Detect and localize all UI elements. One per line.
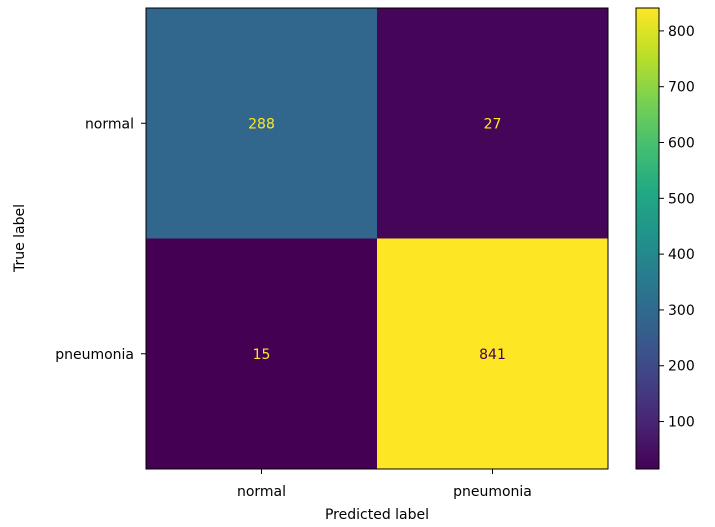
y-tick-label: pneumonia (55, 347, 134, 363)
axis-ticks: normal pneumonia normal pneumonia (55, 116, 532, 500)
x-tick-label: normal (237, 484, 286, 500)
colorbar-tick-label: 100 (668, 415, 695, 431)
colorbar-tick-label: 300 (668, 303, 695, 319)
matrix-cell (377, 238, 609, 470)
colorbar (635, 7, 660, 470)
colorbar-tick-label: 500 (668, 191, 695, 207)
matrix-cell (146, 238, 378, 470)
matrix-cells: 288 27 15 841 (146, 8, 609, 470)
colorbar-tick-label: 200 (668, 359, 695, 375)
colorbar-tick-label: 700 (668, 80, 695, 96)
matrix-frame (145, 7, 609, 470)
colorbar-tick-label: 600 (668, 136, 695, 152)
cell-value-label: 15 (253, 347, 271, 363)
colorbar-tick-label: 800 (668, 24, 695, 40)
matrix-cell (146, 8, 378, 239)
x-axis-label: Predicted label (325, 507, 429, 523)
colorbar-tick-label: 400 (668, 247, 695, 263)
cell-value-label: 27 (484, 116, 502, 132)
colorbar-ticks: 100 200 300 400 500 600 700 800 (659, 24, 695, 431)
cell-value-label: 288 (248, 116, 275, 132)
y-axis-label: True label (12, 204, 28, 273)
x-tick-label: pneumonia (453, 484, 532, 500)
y-tick-label: normal (85, 116, 134, 132)
cell-value-label: 841 (479, 347, 506, 363)
matrix-cell (377, 8, 609, 239)
